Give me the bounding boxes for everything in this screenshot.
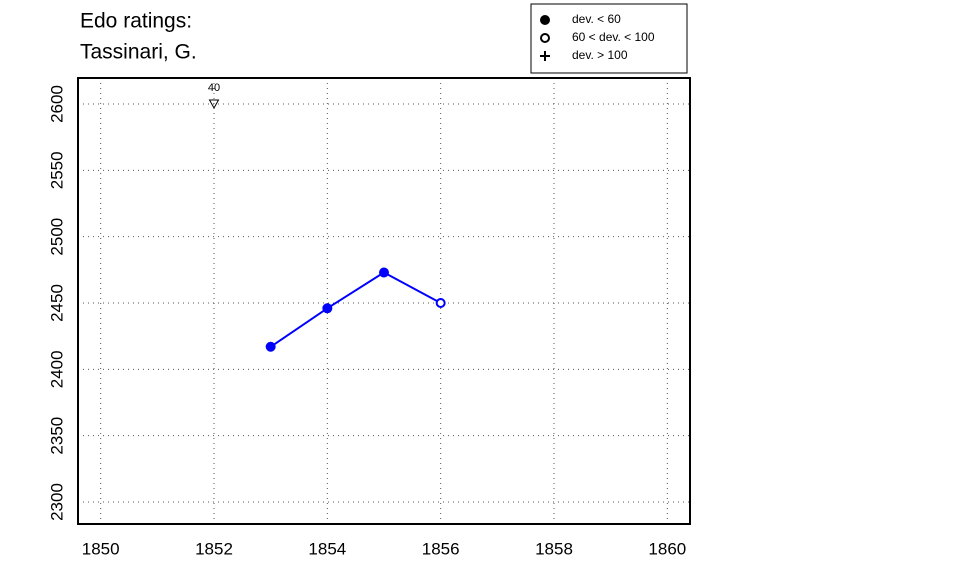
point [435,297,446,308]
chart-subtitle: Tassinari, G. [80,41,197,64]
chart-title: Edo ratings: [80,10,192,33]
point [540,51,550,61]
x-tick-label: 1858 [535,539,573,558]
y-tick-label: 2500 [47,218,66,256]
point [540,15,550,25]
marker [208,99,220,110]
y-tick-label: 2450 [47,284,66,322]
x-tick-label: 1852 [195,539,233,558]
y-tick-label: 2350 [47,417,66,455]
legend-label: 60 < dev. < 100 [572,30,655,44]
legend-box [530,3,688,74]
point [379,267,389,278]
marker-label: 40 [208,82,220,94]
x-tick-label: 1860 [648,539,686,558]
point [322,303,333,314]
point [540,33,550,43]
legend-label: dev. < 60 [572,12,621,26]
point [265,341,276,352]
y-tick-label: 2550 [47,151,66,189]
x-tick-label: 1854 [308,539,346,558]
y-tick-label: 2600 [47,85,66,123]
plot-frame [77,77,691,525]
x-tick-label: 1850 [82,539,120,558]
x-tick-label: 1856 [422,539,460,558]
y-tick-label: 2400 [47,350,66,388]
y-tick-label: 2300 [47,483,66,521]
legend-label: dev. > 100 [572,48,628,62]
series-line [270,271,442,348]
